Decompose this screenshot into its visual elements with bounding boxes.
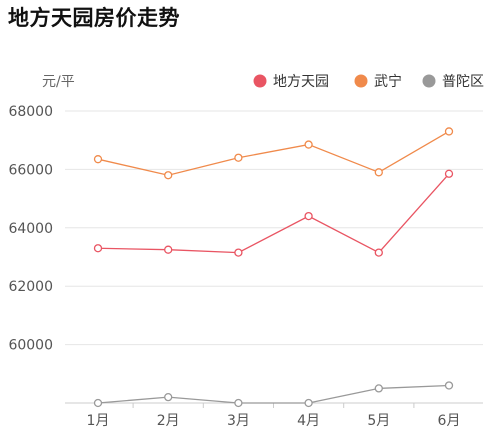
series-line (97, 384, 450, 404)
series-line (97, 173, 450, 254)
series-line (97, 130, 450, 176)
data-point (374, 168, 383, 177)
series-lines (93, 127, 454, 408)
data-point (444, 127, 454, 136)
x-tick-label: 2月 (157, 413, 180, 429)
data-point (374, 384, 383, 393)
data-point (93, 398, 103, 408)
data-point (444, 381, 454, 390)
y-tick-label: 68000 (8, 104, 53, 120)
data-point (234, 248, 243, 257)
y-grid (65, 110, 483, 346)
y-tick-label: 66000 (8, 162, 53, 178)
data-point (93, 244, 103, 253)
data-point (234, 153, 243, 162)
y-tick-label: 62000 (8, 279, 53, 295)
data-point (374, 248, 383, 257)
data-point (164, 245, 173, 254)
legend-label: 地方天园 (273, 74, 329, 90)
x-axis: 1月 2月 3月 4月 5月 6月 (65, 402, 483, 429)
x-tick-label: 3月 (227, 413, 250, 429)
y-tick-label: 64000 (8, 221, 53, 237)
data-point (304, 140, 313, 149)
data-point (93, 155, 103, 164)
page-title: 地方天园房价走势 (8, 6, 180, 30)
data-point (304, 211, 313, 221)
legend-marker (422, 74, 436, 88)
y-axis-labels: 60000 62000 64000 66000 68000 (8, 104, 53, 354)
legend-marker (354, 74, 368, 88)
y-axis-unit: 元/平 (42, 74, 75, 90)
x-tick-label: 4月 (297, 413, 320, 429)
legend-marker (253, 74, 267, 88)
legend-label: 普陀区 (442, 74, 484, 90)
data-point (304, 398, 313, 408)
x-tick-label: 5月 (367, 413, 390, 429)
data-point (234, 398, 243, 408)
data-point (164, 393, 173, 402)
y-tick-label: 60000 (8, 338, 53, 354)
legend-label: 武宁 (374, 73, 402, 90)
legend: 地方天园 武宁 普陀区 (253, 73, 484, 90)
data-point (164, 171, 173, 180)
x-tick-label: 6月 (438, 413, 461, 429)
data-point (444, 169, 454, 178)
x-tick-label: 1月 (87, 413, 110, 429)
